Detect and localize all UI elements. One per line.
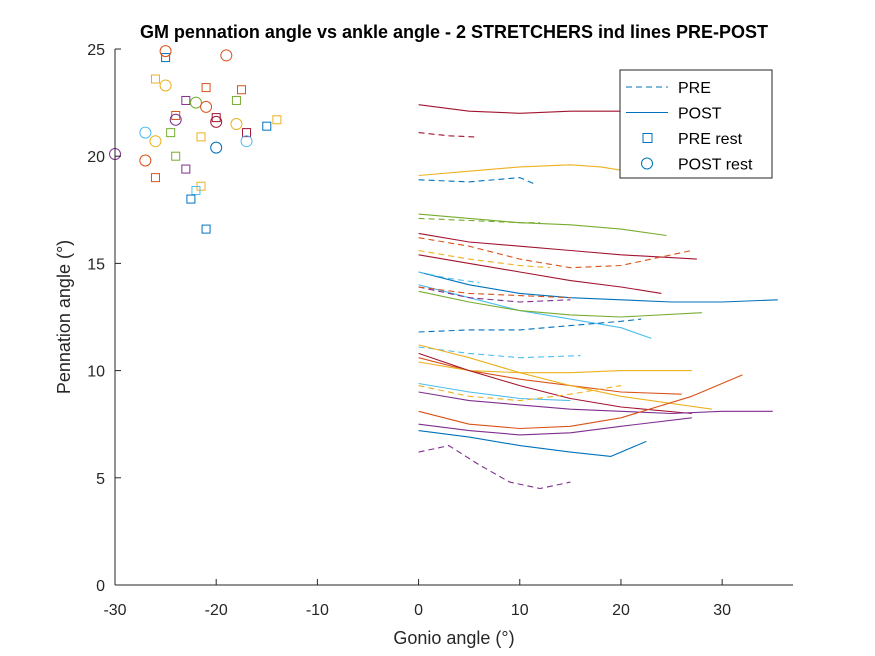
pre-rest-marker-20 [201, 224, 211, 234]
post-rest-marker-25 [200, 100, 213, 113]
pre-rest-marker-14 [171, 151, 181, 161]
series-line-24 [418, 385, 622, 402]
post-rest-marker-30 [149, 135, 162, 148]
series-layer [418, 104, 778, 490]
y-tick-label-4: 15 [87, 256, 105, 273]
post-rest-marker-22 [220, 49, 233, 62]
y-tick-label-6: 25 [87, 42, 105, 59]
series-line-17 [418, 318, 642, 333]
pre-rest-marker-12 [166, 128, 176, 138]
legend-label-1: PRE [678, 80, 711, 97]
pre-rest-marker-3 [201, 83, 211, 93]
post-rest-marker-34 [139, 154, 152, 167]
post-rest-marker-21 [159, 45, 172, 58]
axes-layer [114, 49, 793, 586]
series-line-8 [418, 237, 692, 269]
legend-label-4: POST rest [678, 157, 753, 174]
pre-rest-marker-18 [191, 186, 201, 196]
post-rest-marker-28 [230, 118, 243, 131]
pre-rest-marker-19 [186, 194, 196, 204]
series-line-26 [418, 374, 743, 430]
ticks-layer: -30 -20 -10 0 10 20 30 0 5 10 15 20 25 [87, 42, 731, 619]
legend-box [619, 69, 773, 179]
pre-rest-marker-11 [242, 128, 252, 138]
series-line-22 [418, 344, 713, 410]
x-tick-label-6: 20 [612, 602, 630, 619]
series-line-3 [418, 164, 642, 177]
series-line-18 [418, 346, 581, 359]
y-tick-label-5: 20 [87, 149, 105, 166]
series-line-15 [418, 290, 702, 318]
series-line-10 [418, 249, 551, 269]
series-line-29 [418, 445, 571, 490]
legend-label-3: PRE rest [678, 131, 743, 148]
post-rest-marker-29 [139, 126, 152, 139]
pre-rest-marker-16 [150, 173, 160, 183]
series-line-19 [418, 357, 682, 395]
legend: PRE POST PRE rest POST rest [619, 69, 773, 179]
pre-rest-marker-13 [196, 132, 206, 142]
pre-rest-marker-2 [150, 74, 160, 84]
rest-points-layer [109, 45, 282, 234]
series-line-11 [418, 271, 778, 303]
series-line-12 [418, 271, 480, 284]
pre-rest-marker-5 [181, 95, 191, 105]
series-line-7 [418, 232, 697, 260]
x-tick-label-7: 30 [713, 602, 731, 619]
y-axis-title: Pennation angle (°) [54, 240, 74, 394]
pre-rest-marker-1 [161, 53, 171, 63]
pre-rest-marker-10 [262, 121, 272, 131]
legend-entries: PRE POST PRE rest POST rest [626, 80, 753, 174]
x-tick-label-4: 0 [414, 602, 423, 619]
x-tick-label-3: -10 [306, 602, 329, 619]
pre-rest-marker-4 [236, 85, 246, 95]
series-line-23 [418, 382, 571, 402]
series-line-5 [418, 213, 667, 237]
y-tick-label-3: 10 [87, 364, 105, 381]
x-tick-label-1: -30 [103, 602, 126, 619]
chart-title: GM pennation angle vs ankle angle - 2 ST… [140, 22, 768, 42]
x-tick-label-2: -20 [205, 602, 228, 619]
post-rest-marker-23 [159, 79, 172, 92]
series-line-4 [418, 177, 536, 185]
x-axis-title: Gonio angle (°) [393, 628, 514, 648]
legend-label-2: POST [678, 106, 722, 123]
post-rest-marker-26 [169, 113, 182, 126]
pre-rest-marker-15 [181, 164, 191, 174]
pre-rest-marker-6 [231, 95, 241, 105]
y-tick-label-2: 5 [96, 471, 105, 488]
series-line-14 [418, 286, 571, 303]
x-tick-label-5: 10 [511, 602, 529, 619]
legend-symbol-3 [642, 133, 653, 143]
series-line-6 [418, 217, 540, 224]
series-line-16 [418, 286, 571, 299]
post-rest-marker-24 [189, 96, 202, 109]
pre-rest-marker-9 [272, 115, 282, 125]
series-line-28 [418, 417, 692, 436]
series-line-25 [418, 391, 773, 415]
post-rest-marker-31 [240, 135, 253, 148]
post-rest-marker-32 [210, 141, 223, 154]
y-tick-label-1: 0 [96, 578, 105, 595]
series-line-21 [418, 352, 692, 415]
post-rest-marker-27 [210, 115, 223, 128]
legend-symbol-4 [641, 157, 653, 170]
series-line-27 [418, 430, 647, 457]
series-line-20 [418, 361, 692, 374]
series-line-2 [418, 132, 475, 138]
series-line-9 [418, 254, 662, 294]
